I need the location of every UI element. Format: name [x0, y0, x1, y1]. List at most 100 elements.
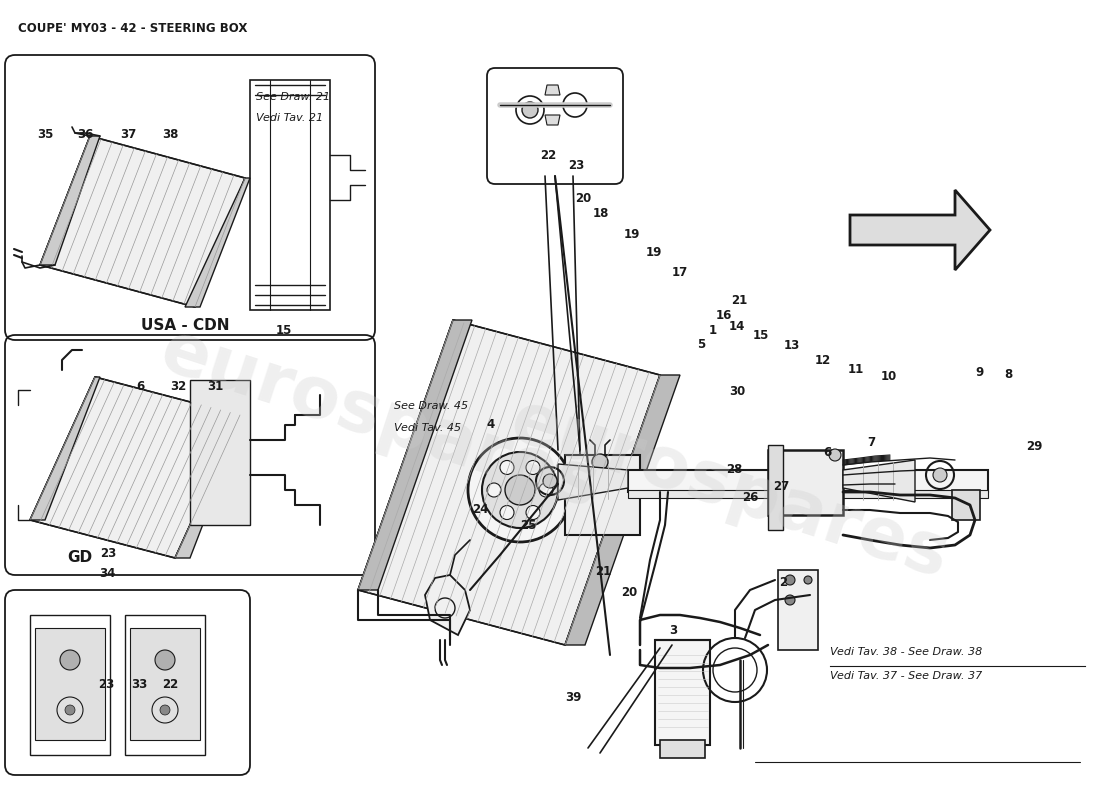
Polygon shape [565, 375, 680, 645]
Text: See Draw. 45: See Draw. 45 [394, 402, 468, 411]
Text: 1: 1 [708, 324, 717, 337]
Circle shape [60, 650, 80, 670]
Polygon shape [358, 320, 472, 590]
Circle shape [543, 474, 557, 488]
Text: Vedi Tav. 38 - See Draw. 38: Vedi Tav. 38 - See Draw. 38 [830, 647, 982, 657]
Polygon shape [30, 377, 100, 520]
Polygon shape [40, 136, 245, 307]
Circle shape [482, 452, 558, 528]
Text: COUPE' MY03 - 42 - STEERING BOX: COUPE' MY03 - 42 - STEERING BOX [18, 22, 248, 35]
Bar [35, 628, 104, 740]
Polygon shape [558, 464, 628, 500]
Bar [654, 640, 710, 745]
Circle shape [785, 575, 795, 585]
Polygon shape [30, 377, 240, 558]
Circle shape [526, 461, 540, 474]
Circle shape [526, 506, 540, 519]
Text: 24: 24 [473, 503, 488, 516]
Text: 8: 8 [1004, 368, 1013, 381]
Circle shape [592, 454, 608, 470]
Circle shape [933, 468, 947, 482]
Text: 15: 15 [754, 329, 769, 342]
Text: 19: 19 [624, 228, 639, 241]
Text: 16: 16 [716, 309, 732, 322]
Text: eurospares: eurospares [152, 317, 608, 523]
Text: 26: 26 [742, 491, 758, 504]
Text: 2: 2 [779, 576, 788, 589]
Text: 33: 33 [132, 678, 147, 691]
Text: 7: 7 [867, 436, 876, 449]
Text: 5: 5 [696, 338, 705, 350]
Circle shape [500, 461, 514, 474]
Text: 32: 32 [170, 380, 186, 393]
Bar [768, 445, 783, 530]
Bar [130, 628, 200, 740]
Text: 13: 13 [784, 339, 800, 352]
Text: 3: 3 [669, 624, 678, 637]
Text: 39: 39 [565, 691, 581, 704]
Text: 28: 28 [727, 463, 742, 476]
Text: 22: 22 [540, 149, 556, 162]
Text: 10: 10 [881, 370, 896, 382]
Text: 35: 35 [37, 128, 53, 141]
Bar [778, 570, 818, 650]
Text: 34: 34 [100, 567, 116, 580]
Text: 4: 4 [486, 418, 495, 431]
Circle shape [522, 102, 538, 118]
Polygon shape [185, 178, 250, 307]
Bar [565, 455, 640, 535]
Circle shape [487, 483, 500, 497]
Text: 6: 6 [136, 380, 145, 393]
Text: 19: 19 [646, 246, 661, 259]
Circle shape [500, 506, 514, 519]
Text: 15: 15 [276, 324, 292, 337]
Text: Vedi Tav. 37 - See Draw. 37: Vedi Tav. 37 - See Draw. 37 [830, 671, 982, 681]
Text: 37: 37 [121, 128, 136, 141]
Text: 20: 20 [621, 586, 637, 599]
Text: 17: 17 [672, 266, 688, 279]
Polygon shape [358, 320, 660, 645]
Text: 31: 31 [208, 380, 223, 393]
Polygon shape [843, 460, 915, 502]
Polygon shape [425, 575, 470, 635]
Circle shape [539, 483, 553, 497]
Text: GD: GD [67, 550, 92, 566]
Circle shape [829, 449, 842, 461]
Text: Vedi Tav. 45: Vedi Tav. 45 [394, 423, 461, 433]
Text: 20: 20 [575, 192, 591, 205]
Text: 29: 29 [1026, 440, 1042, 453]
Circle shape [160, 705, 170, 715]
Circle shape [804, 576, 812, 584]
Text: USA - CDN: USA - CDN [141, 318, 229, 333]
Text: 6: 6 [823, 446, 832, 459]
Polygon shape [544, 115, 560, 125]
Text: 36: 36 [78, 128, 94, 141]
Text: 12: 12 [815, 354, 830, 366]
Circle shape [155, 650, 175, 670]
Bar [190, 380, 250, 525]
Text: 21: 21 [732, 294, 747, 306]
Polygon shape [850, 190, 990, 270]
Text: 18: 18 [593, 207, 608, 220]
Text: 23: 23 [100, 547, 116, 560]
Circle shape [785, 595, 795, 605]
Text: 38: 38 [163, 128, 178, 141]
Circle shape [468, 438, 572, 542]
Bar [952, 490, 980, 520]
Polygon shape [40, 136, 100, 265]
Text: 23: 23 [569, 159, 584, 172]
Bar [660, 740, 705, 758]
Circle shape [769, 454, 781, 466]
Bar [628, 490, 988, 498]
Text: 23: 23 [99, 678, 114, 691]
Text: 14: 14 [729, 320, 745, 333]
Bar [628, 470, 988, 492]
Text: See Draw. 21: See Draw. 21 [256, 92, 330, 102]
Text: 27: 27 [773, 480, 789, 493]
Circle shape [505, 475, 535, 505]
Text: Vedi Tav. 21: Vedi Tav. 21 [256, 114, 323, 123]
Text: 22: 22 [163, 678, 178, 691]
Text: 30: 30 [729, 385, 745, 398]
Polygon shape [175, 415, 245, 558]
Text: 9: 9 [975, 366, 983, 378]
